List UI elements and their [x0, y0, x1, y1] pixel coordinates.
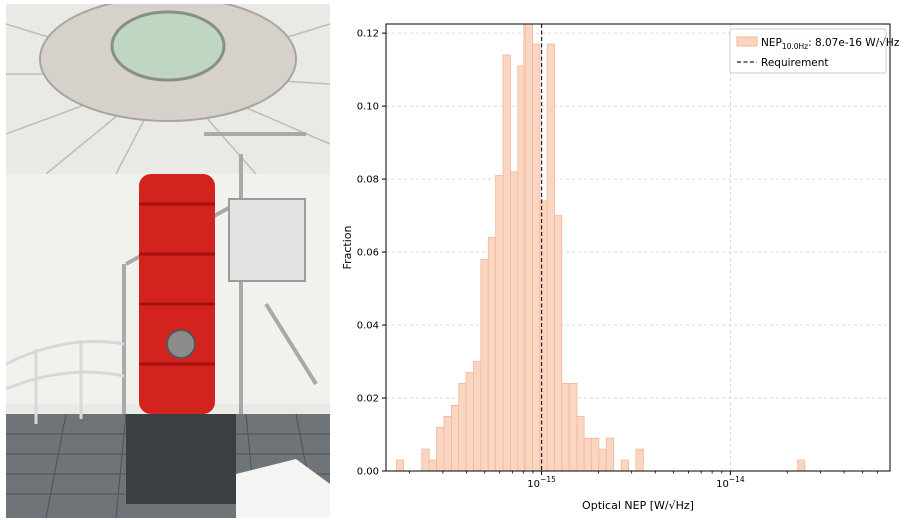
photo-mount-base: [126, 414, 236, 504]
photo-white-panel: [236, 459, 330, 518]
histogram-bar: [487, 237, 497, 472]
photo-red-cryostat: [139, 174, 215, 414]
histogram-bars: [395, 23, 806, 472]
histogram-bar: [480, 258, 489, 472]
histogram-bar: [443, 415, 452, 472]
x-tick-exponent: −15: [540, 475, 556, 484]
histogram-bar: [451, 404, 460, 472]
histogram-bar: [797, 459, 806, 472]
x-tick-label: 10−14: [716, 475, 745, 490]
y-tick-label: 0.00: [357, 467, 379, 478]
telescope-photo: [6, 4, 330, 518]
y-tick-label: 0.04: [357, 321, 379, 332]
histogram-bar: [473, 361, 482, 472]
x-tick-base: 10: [527, 479, 540, 490]
legend-hist-value: : 8.07e-16 W/√Hz: [808, 37, 900, 49]
histogram-bar: [465, 372, 474, 472]
histogram-bar: [568, 383, 578, 472]
histogram-bar: [591, 437, 600, 472]
histogram-bar: [546, 43, 555, 472]
legend-hist-label: NEP10.0Hz: 8.07e-16 W/√Hz: [761, 37, 900, 51]
histogram-bar: [583, 437, 592, 472]
histogram-bar: [524, 23, 533, 472]
x-axis-ticks: 10−15 10−14: [409, 471, 878, 490]
histogram-bar: [605, 437, 615, 472]
photo-cryostat-bands: [139, 202, 215, 366]
histogram-bar: [495, 175, 504, 472]
photo-readout-unit: [166, 329, 196, 359]
histogram-bar: [620, 459, 630, 472]
photo-railing: [6, 340, 125, 424]
histogram-bar: [395, 459, 405, 472]
histogram-bar: [532, 43, 541, 472]
histogram-bar: [598, 448, 607, 472]
histogram-bar: [428, 459, 437, 472]
y-axis-label: Fraction: [341, 226, 354, 270]
histogram-bar: [421, 448, 430, 472]
histogram-bar: [576, 415, 585, 472]
histogram-bar: [510, 171, 519, 472]
legend-hist-subscript: 10.0Hz: [782, 42, 808, 51]
y-tick-label: 0.12: [357, 29, 379, 40]
photo-electronics-box: [228, 198, 306, 282]
x-tick-base: 10: [716, 479, 729, 490]
histogram-bar: [561, 383, 570, 472]
x-axis-label: Optical NEP [W/√Hz]: [582, 499, 694, 512]
legend-box: [729, 28, 887, 74]
y-axis-ticks: 0.00 0.02 0.04 0.06 0.08 0.10 0.12: [357, 29, 386, 478]
histogram-bar: [502, 54, 511, 472]
legend-hist-main: NEP: [761, 37, 782, 49]
histogram-bar: [458, 383, 467, 472]
y-tick-label: 0.08: [357, 175, 379, 186]
y-tick-label: 0.02: [357, 394, 379, 405]
y-tick-label: 0.06: [357, 248, 379, 259]
x-tick-label: 10−15: [527, 475, 556, 490]
histogram-bar: [635, 448, 644, 472]
legend-requirement-label: Requirement: [761, 57, 829, 69]
reference-lines: [523, 24, 543, 471]
legend-hist-swatch: [736, 36, 758, 47]
histogram-bar: [436, 426, 445, 472]
plot-frame: [385, 23, 891, 472]
y-tick-label: 0.10: [357, 102, 379, 113]
x-tick-exponent: −14: [729, 475, 745, 484]
nep-histogram-chart: 0.000.020.040.060.080.100.12 10−15 10−14 …: [341, 23, 900, 512]
photo-mirror-glass: [110, 10, 226, 82]
histogram-bar: [554, 215, 563, 472]
legend: NEP10.0Hz: 8.07e-16 W/√Hz Requirement: [729, 28, 900, 74]
